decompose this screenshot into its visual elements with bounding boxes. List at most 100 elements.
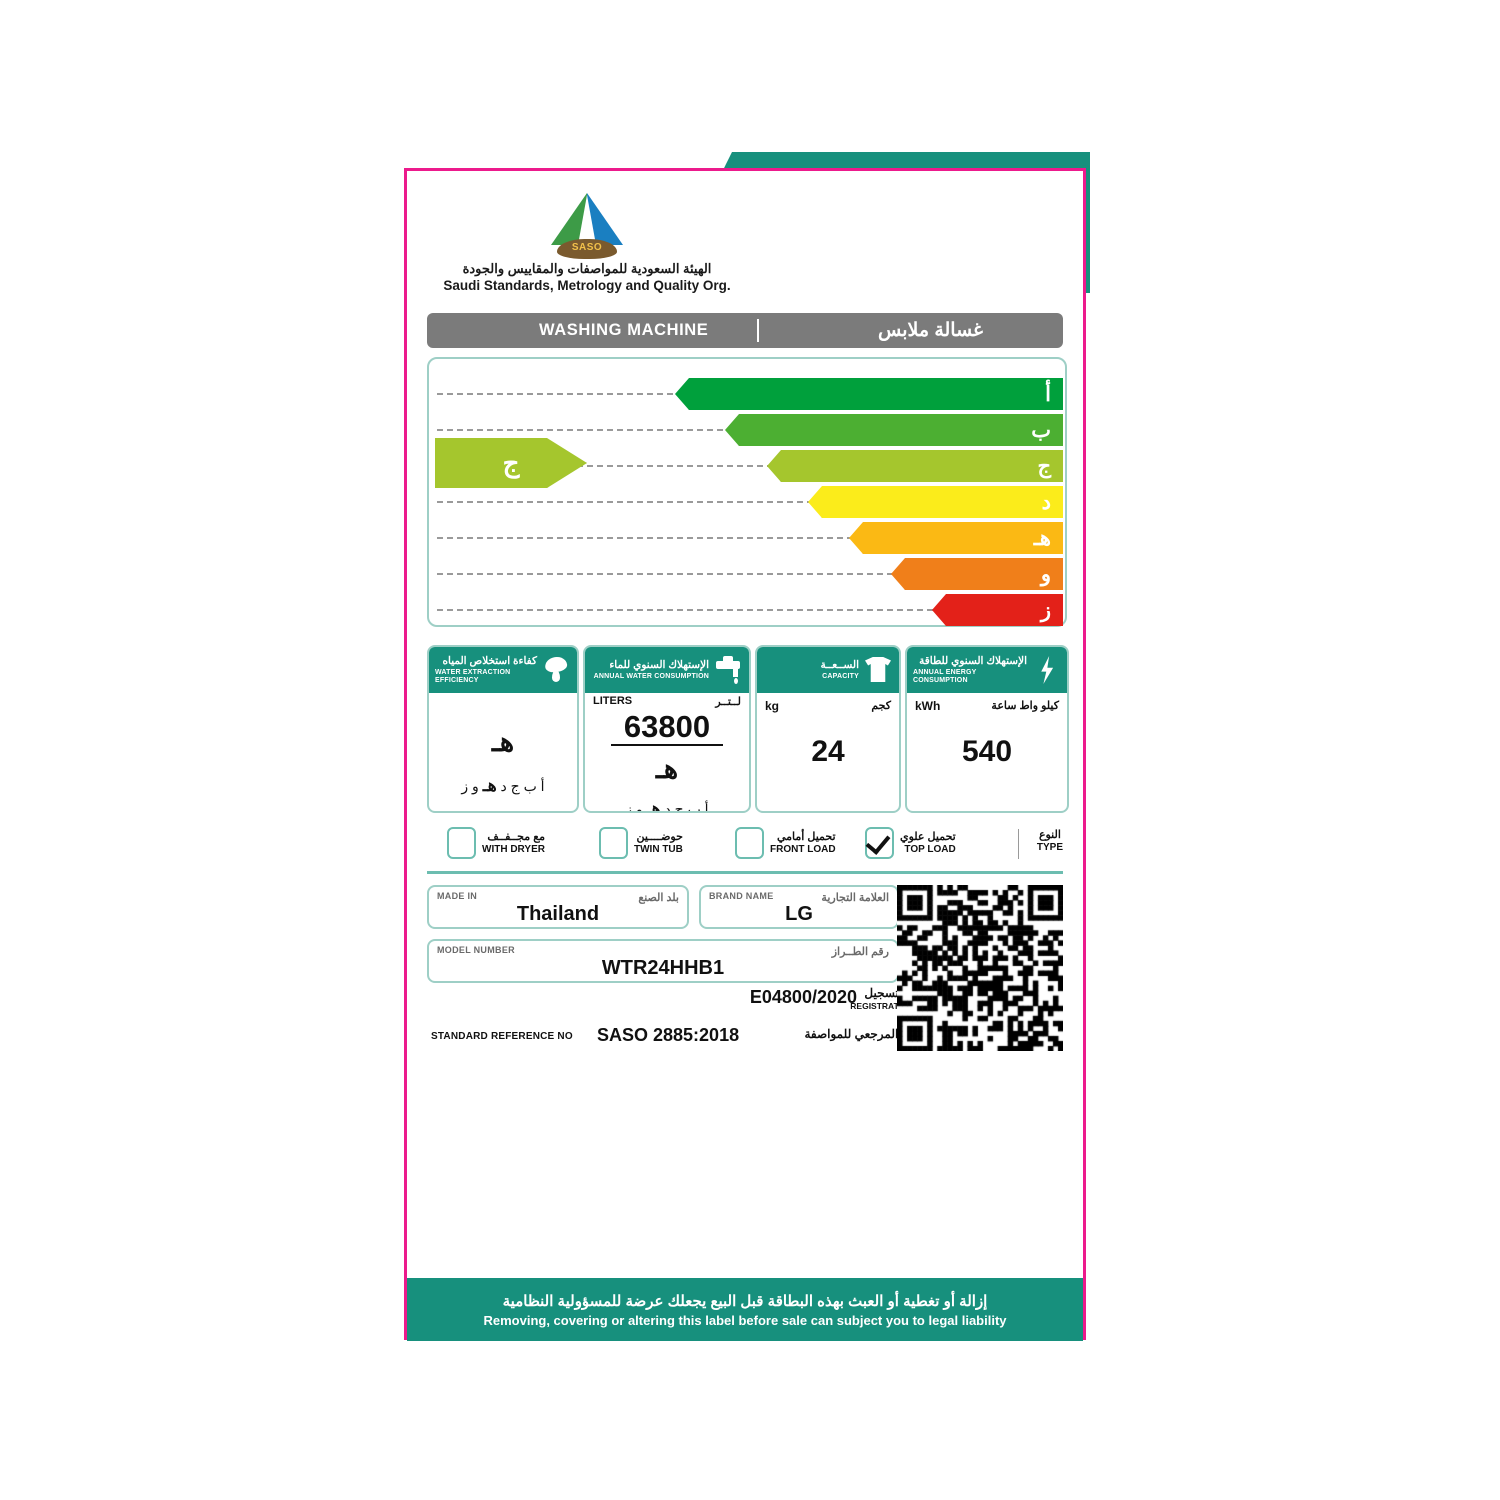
energy-efficiency-label: بطاقة كفاءة الطاقة ENERGY EFFICIENCY LAB… — [404, 152, 1090, 1348]
rating-bar-0: أ — [675, 378, 1063, 410]
rating-bar-letter: هـ — [1033, 526, 1051, 550]
standard-value: SASO 2885:2018 — [597, 1025, 740, 1045]
product-type-english: WASHING MACHINE — [539, 321, 709, 339]
metric-box-3: الإستهلاك السنوي للطاقة ANNUAL ENERGY CON… — [905, 645, 1069, 813]
brand-label-english: BRAND NAME — [709, 891, 774, 901]
warning-text-english: Removing, covering or altering this labe… — [483, 1312, 1007, 1328]
org-name-arabic: الهيئة السعودية للمواصفات والمقاييس والج… — [462, 261, 712, 276]
metric-unit-arabic: لــتــر — [715, 696, 741, 708]
metric-scale: أ ب ج د هـ و ز — [461, 776, 545, 795]
model-label-english: MODEL NUMBER — [437, 945, 515, 955]
rating-bar-letter: و — [1040, 562, 1051, 586]
model-label-arabic: رقم الطــراز — [831, 946, 889, 958]
metric-header-arabic: الإستهلاك السنوي للطاقة — [919, 655, 1027, 668]
metric-header-english: ANNUAL WATER CONSUMPTION — [593, 672, 709, 680]
type-option-arabic: مع مجــفــف — [487, 830, 545, 843]
legal-warning-banner: إزالة أو تغطية أو العبث بهذه البطاقة قبل… — [407, 1278, 1083, 1341]
rating-row: و — [429, 555, 1065, 593]
rating-bar-5: و — [891, 558, 1063, 590]
metric-box-1: الإستهلاك السنوي للماء ANNUAL WATER CONSU… — [583, 645, 751, 813]
metric-header: كفاءة استخلاص المياه WATER EXTRACTION EFF… — [429, 647, 577, 693]
type-option-with-dryer[interactable]: مع مجــفــف WITH DRYER — [447, 827, 545, 859]
type-option-twin-tub[interactable]: حوضــــين TWIN TUB — [599, 827, 683, 859]
appliance-type-row: النوع TYPE مع مجــفــف WITH DRYER حوضــــي… — [427, 825, 1063, 865]
type-option-front-load[interactable]: تحميل أمامي FRONT LOAD — [735, 827, 836, 859]
made-in-label-arabic: بلد الصنع — [638, 892, 679, 904]
rating-dotted-line — [437, 609, 1065, 611]
checkbox[interactable] — [447, 827, 476, 859]
label-body: SASO الهيئة السعودية للمواصفات والمقاييس… — [407, 171, 1083, 1276]
metric-unit-english: kg — [765, 699, 780, 713]
rating-bar-3: د — [808, 486, 1063, 518]
type-option-arabic: حوضــــين — [636, 830, 683, 843]
metric-units: LITERS لــتــر — [585, 693, 749, 715]
metric-units: kg كجم — [757, 693, 899, 713]
checkbox[interactable] — [599, 827, 628, 859]
section-divider — [427, 871, 1063, 874]
metric-header-arabic: الإستهلاك السنوي للماء — [609, 658, 709, 671]
metric-grade: هـ — [655, 753, 679, 784]
type-option-english: TWIN TUB — [634, 843, 683, 855]
rating-bar-letter: د — [1041, 490, 1051, 514]
product-info-section: MADE IN بلد الصنع Thailand BRAND NAME ال… — [427, 883, 1063, 1063]
type-option-top-load[interactable]: تحميل علوي TOP LOAD — [865, 827, 956, 859]
rating-bar-letter: ز — [1040, 598, 1051, 622]
type-option-arabic: تحميل علوي — [900, 830, 956, 843]
metric-unit-arabic: كيلو واط ساعة — [991, 700, 1059, 712]
type-label-english: TYPE — [1036, 841, 1063, 853]
metric-header: الإستهلاك السنوي للطاقة ANNUAL ENERGY CON… — [907, 647, 1067, 693]
faucet-icon — [713, 655, 743, 685]
metric-header: الســعــة CAPACITY — [757, 647, 899, 693]
metric-value: 540 — [961, 735, 1013, 768]
saso-logo-block: SASO الهيئة السعودية للمواصفات والمقاييس… — [427, 193, 747, 309]
type-label: النوع TYPE — [1037, 829, 1063, 853]
metric-grade: هـ — [491, 727, 515, 757]
metric-unit-english: kWh — [915, 699, 941, 713]
saso-triangle-icon: SASO — [551, 193, 623, 259]
brand-label-arabic: العلامة التجارية — [821, 892, 889, 904]
metric-scale: أ ب ج د هـ و ز — [625, 798, 709, 813]
standard-label-english: STANDARD REFERENCE NO — [431, 1031, 573, 1042]
made-in-box: MADE IN بلد الصنع Thailand — [427, 885, 689, 929]
saso-logo-text: SASO — [571, 242, 603, 253]
metric-header: الإستهلاك السنوي للماء ANNUAL WATER CONSU… — [585, 647, 749, 693]
type-option-english: WITH DRYER — [482, 843, 545, 855]
brand-value: LG — [785, 903, 813, 925]
qr-code-icon — [897, 885, 1063, 1051]
tshirt-icon — [863, 655, 893, 685]
rating-dotted-line — [437, 501, 1065, 503]
metric-header-english: ANNUAL ENERGY CONSUMPTION — [913, 669, 977, 684]
type-option-english: FRONT LOAD — [770, 843, 836, 855]
rating-dotted-line — [437, 573, 1065, 575]
rating-row: هـ — [429, 519, 1065, 557]
product-type-arabic: غسالة ملابس — [878, 320, 983, 341]
efficiency-rating-panel: أ ب ج ج د هـ و ز — [427, 357, 1067, 627]
checkbox[interactable] — [735, 827, 764, 859]
metric-units: kWh كيلو واط ساعة — [907, 693, 1067, 713]
metric-unit-english: LITERS — [593, 695, 633, 707]
metric-box-0: كفاءة استخلاص المياه WATER EXTRACTION EFF… — [427, 645, 579, 813]
rating-dotted-line — [437, 465, 1065, 467]
made-in-value: Thailand — [516, 903, 600, 925]
metric-unit-arabic: كجم — [871, 700, 891, 712]
metric-header-arabic: كفاءة استخلاص المياه — [442, 655, 537, 668]
model-value: WTR24HHB1 — [601, 957, 725, 979]
water-extraction-icon — [541, 655, 571, 685]
selected-class-letter: ج — [502, 447, 520, 478]
type-option-english: TOP LOAD — [904, 843, 956, 855]
type-option-arabic: تحميل أمامي — [776, 830, 836, 843]
type-label-arabic: النوع — [1038, 829, 1061, 841]
rating-row: أ — [429, 375, 1065, 413]
metric-header-english: WATER EXTRACTION EFFICIENCY — [435, 669, 511, 684]
warning-text-arabic: إزالة أو تغطية أو العبث بهذه البطاقة قبل… — [502, 1292, 988, 1310]
metric-value: 63800 — [611, 710, 723, 746]
metrics-row: كفاءة استخلاص المياه WATER EXTRACTION EFF… — [427, 645, 1069, 813]
product-bar-divider — [757, 319, 759, 342]
registration-label-english: REGISTRATION NO — [850, 1001, 929, 1011]
rating-dotted-line — [437, 537, 1065, 539]
metric-box-2: الســعــة CAPACITY kg كجم 24 — [755, 645, 901, 813]
lightning-bolt-icon — [1031, 655, 1061, 685]
check-icon — [865, 829, 891, 855]
checkbox[interactable] — [865, 827, 894, 859]
rating-bar-letter: أ — [1045, 382, 1051, 406]
